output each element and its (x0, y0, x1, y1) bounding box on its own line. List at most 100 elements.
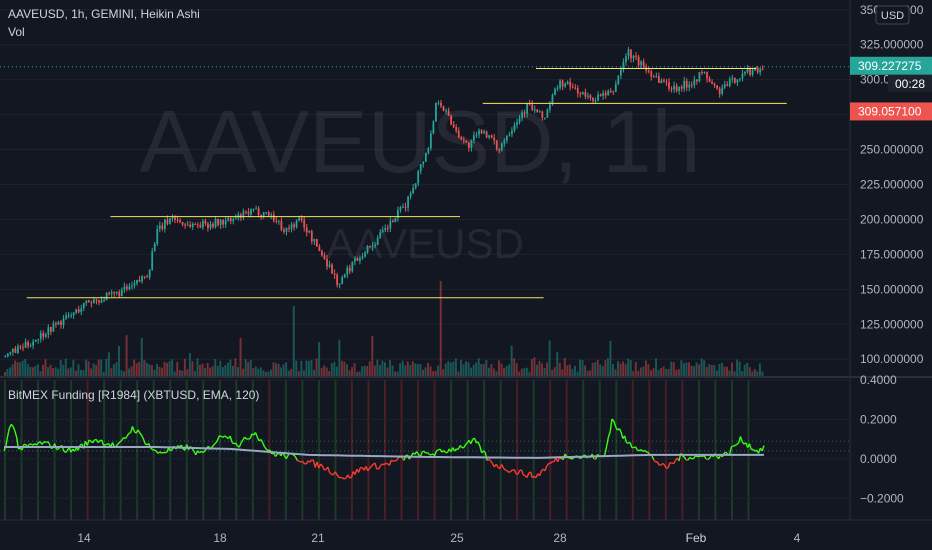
volume-bar (500, 363, 503, 376)
funding-line-segment (233, 442, 236, 445)
candle-body (128, 286, 131, 290)
funding-session-bar (37, 380, 40, 520)
volume-bar (328, 371, 331, 376)
volume-bar (748, 367, 751, 376)
funding-session-bar (119, 380, 122, 520)
funding-line-segment (546, 463, 550, 467)
candle-body (521, 112, 523, 118)
volume-bar (644, 360, 647, 376)
volume-bar (475, 362, 478, 376)
volume-bar (541, 363, 543, 376)
candle-body (39, 333, 42, 340)
volume-bar (313, 369, 315, 376)
volume-bar (292, 306, 295, 376)
volume-legend[interactable]: Vol (8, 25, 25, 39)
candle-body (657, 76, 660, 83)
price-scale-label: 300.0 (860, 73, 890, 87)
candle-body (136, 279, 138, 284)
volume-bar (594, 361, 597, 376)
candle-body (584, 92, 587, 97)
candle-body (511, 130, 513, 135)
candle-body (670, 88, 673, 90)
funding-line-segment (752, 448, 756, 452)
funding-session-bar (185, 380, 188, 520)
funding-line-segment (463, 444, 467, 449)
candle-body (189, 224, 192, 228)
candle-body (647, 70, 650, 72)
funding-line-segment (144, 443, 148, 446)
volume-bar (599, 364, 602, 376)
candle-body (227, 218, 230, 221)
symbol-legend[interactable]: AAVEUSD, 1h, GEMINI, Heikin Ashi (8, 7, 200, 21)
candle-body (695, 79, 698, 82)
funding-line-segment (723, 451, 727, 454)
funding-session-bar (86, 380, 89, 520)
volume-bar (667, 368, 670, 376)
candle-body (640, 61, 643, 66)
volume-bar (389, 360, 391, 376)
volume-bar (166, 362, 169, 376)
funding-line-segment (92, 439, 96, 444)
volume-bar (746, 363, 749, 376)
funding-session-bar (70, 380, 73, 520)
candle-body (665, 81, 668, 83)
volume-bar (688, 362, 690, 376)
funding-line-segment (510, 469, 513, 473)
volume-bar (528, 371, 531, 376)
funding-line-segment (251, 433, 255, 436)
volume-bar (80, 369, 82, 376)
funding-session-bar (648, 380, 651, 520)
funding-line-segment (520, 469, 524, 476)
funding-line-segment (30, 443, 34, 446)
funding-line-segment (506, 470, 510, 473)
volume-bar (4, 371, 6, 376)
candle-body (353, 258, 356, 262)
currency-button[interactable] (875, 5, 910, 25)
candle-body (65, 315, 67, 319)
volume-bar (756, 371, 759, 376)
low-price-badge (850, 102, 932, 121)
candle-body (690, 84, 693, 86)
candle-body (551, 94, 554, 105)
indicator-scale-label: −0.2000 (860, 491, 904, 505)
indicator-scale-label: 0.0000 (860, 452, 897, 466)
volume-bar (513, 358, 516, 376)
volume-bar (199, 364, 201, 376)
candle-body (257, 208, 260, 215)
volume-bar (743, 364, 746, 376)
volume-bar (614, 369, 617, 376)
candle-body (467, 142, 470, 148)
funding-line-segment (331, 473, 334, 476)
funding-line-segment (307, 460, 311, 463)
candle-body (660, 80, 663, 83)
candle-body (184, 224, 187, 226)
funding-line-segment (267, 449, 271, 452)
indicator-legend[interactable]: BitMEX Funding [R1984] (XBTUSD, EMA, 120… (8, 388, 260, 402)
funding-line-segment (302, 461, 305, 464)
funding-session-bar (136, 380, 139, 520)
candle-body (158, 225, 161, 229)
volume-bar (368, 361, 371, 376)
volume-bar (264, 371, 267, 376)
volume-bar (662, 366, 665, 376)
volume-bar (186, 369, 189, 376)
candle-body (642, 61, 645, 67)
volume-bar (601, 366, 604, 376)
candle-body (739, 78, 741, 80)
candle-body (138, 279, 141, 282)
volume-bar (188, 352, 191, 376)
candle-body (419, 164, 422, 172)
volume-bar (277, 363, 280, 376)
funding-line-segment (618, 428, 622, 433)
volume-bar (419, 363, 422, 376)
candle-body (612, 91, 615, 93)
funding-line-segment (41, 441, 45, 445)
funding-line-segment (216, 435, 220, 441)
candle-body (267, 212, 270, 216)
funding-line-segment (629, 442, 633, 448)
volume-bar (297, 371, 300, 376)
volume-bar (353, 363, 356, 376)
volume-bar (252, 368, 255, 376)
